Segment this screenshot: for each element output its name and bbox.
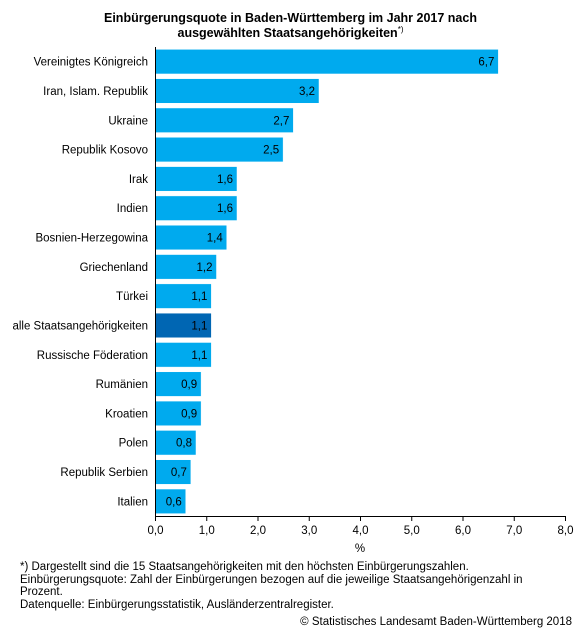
category-label: Republik Kosovo: [62, 145, 148, 157]
bar: [154, 49, 499, 75]
x-tick-label: 6,0: [455, 525, 471, 537]
category-label: alle Staatsangehörigkeiten: [12, 320, 148, 332]
bar: [154, 342, 212, 368]
bar: [154, 459, 192, 485]
footnote-line-3: Prozent.: [20, 586, 63, 598]
footnote-line-4: Datenquelle: Einbürgerungsstatistik, Aus…: [20, 598, 334, 611]
category-label: Irak: [129, 174, 148, 186]
chart-title-line1: Einbürgerungsquote in Baden-Württemberg …: [104, 11, 477, 25]
bar-value-label: 1,2: [197, 262, 213, 274]
bar: [154, 283, 212, 309]
bar: [154, 488, 186, 514]
bar-value-label: 1,1: [191, 291, 207, 303]
x-tick-label: 2,0: [250, 525, 266, 537]
bar-value-label: 0,9: [181, 408, 197, 420]
bar: [154, 166, 238, 192]
footnotes: *) Dargestellt sind die 15 Staatsangehör…: [20, 561, 575, 611]
x-tick-label: 1,0: [199, 525, 215, 537]
category-label: Indien: [117, 203, 148, 215]
bar-value-label: 1,6: [217, 203, 233, 215]
chart-title: Einbürgerungsquote in Baden-Württemberg …: [0, 11, 581, 41]
bar-value-label: 0,6: [166, 496, 182, 508]
category-label: Republik Serbien: [60, 467, 148, 479]
category-label: Türkei: [116, 291, 148, 303]
x-tick-label: 5,0: [404, 525, 420, 537]
bar-value-label: 0,9: [181, 379, 197, 391]
category-label: Iran, Islam. Republik: [43, 86, 148, 98]
bar-value-label: 2,5: [263, 145, 279, 157]
bar-value-label: 2,7: [273, 115, 289, 127]
bar-value-label: 6,7: [478, 57, 494, 69]
bar-value-label: 0,8: [176, 438, 192, 450]
category-label: Polen: [119, 438, 148, 450]
bar-value-label: 1,6: [217, 174, 233, 186]
category-label: Bosnien-Herzegowina: [35, 233, 148, 245]
bar-value-label: 3,2: [299, 86, 315, 98]
bar-value-label: 1,4: [207, 233, 224, 245]
copyright-notice: © Statistisches Landesamt Baden-Württemb…: [300, 616, 572, 628]
bar: [154, 371, 202, 397]
bar: [154, 312, 212, 339]
bar: [154, 254, 217, 280]
bar: [154, 195, 238, 221]
category-label: Rumänien: [96, 379, 148, 391]
category-label: Kroatien: [105, 408, 148, 420]
bar: [154, 224, 227, 251]
footnote-line-1: *) Dargestellt sind die 15 Staatsangehör…: [20, 561, 469, 573]
x-tick-label: 4,0: [353, 525, 369, 537]
chart-title-line2-text: ausgewählten Staatsangehörigkeiten: [177, 26, 398, 40]
category-label: Ukraine: [108, 115, 148, 127]
bar: [154, 78, 320, 104]
bar-value-label: 0,7: [171, 467, 187, 479]
bar-chart: 6,7 Vereinigtes Königreich 3,2 Iran, Islam.…: [12, 47, 574, 555]
bar-value-label: 1,1: [191, 350, 207, 362]
bar-value-label: 1,1: [191, 320, 207, 332]
bar: [154, 430, 197, 456]
bar: [154, 107, 294, 133]
category-label: Griechenland: [80, 262, 148, 274]
x-tick-label: 3,0: [301, 525, 317, 537]
bar: [154, 400, 202, 426]
chart-title-footnote-marker: *): [397, 24, 404, 34]
x-tick-label: 7,0: [506, 525, 522, 537]
x-tick-label: 0,0: [148, 525, 164, 537]
category-label: Italien: [117, 496, 148, 508]
footnote-line-2: Einbürgerungsquote: Zahl der Einbürgerun…: [20, 573, 523, 586]
chart-title-line2: ausgewählten Staatsangehörigkeiten*): [0, 24, 581, 41]
x-tick-label: 8,0: [558, 525, 574, 537]
x-axis-title: %: [355, 543, 365, 555]
category-label: Russische Föderation: [37, 350, 148, 362]
category-label: Vereinigtes Königreich: [34, 57, 148, 69]
